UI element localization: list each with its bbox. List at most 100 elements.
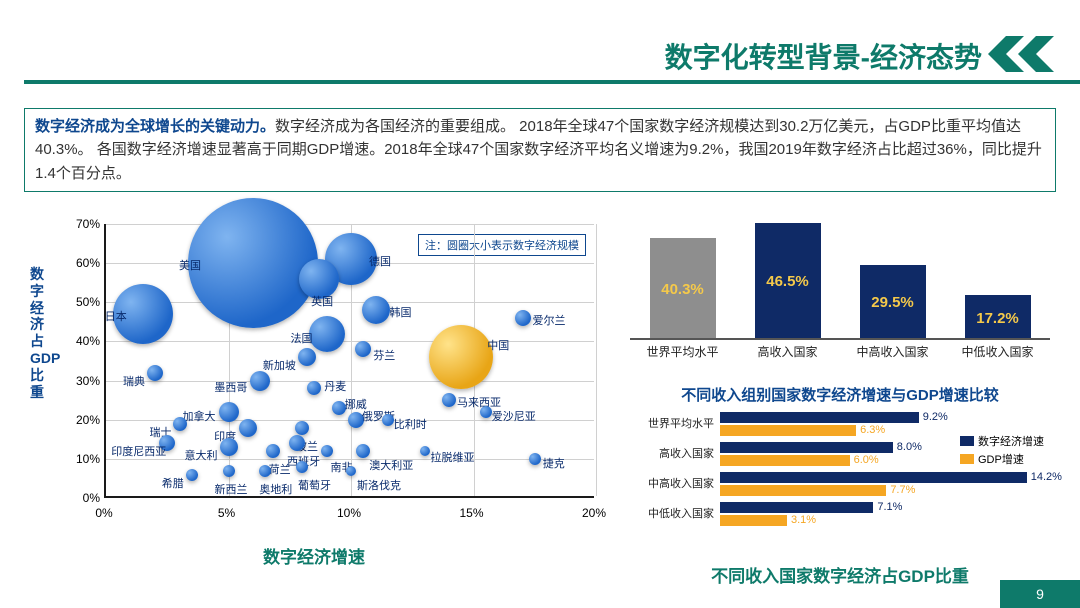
hbar-row: 高收入国家 8.0% 6.0% (630, 439, 1050, 469)
y-tick: 40% (64, 334, 100, 348)
hbar-row: 中低收入国家7.1%3.1% (630, 499, 1050, 529)
bubble-point (239, 419, 257, 437)
x-tick: 15% (459, 506, 483, 520)
bubble-point (332, 401, 346, 415)
bubble-point (188, 198, 318, 328)
bottom-section-title: 不同收入国家数字经济占GDP比重 (630, 562, 1050, 587)
y-tick: 10% (64, 452, 100, 466)
vbar-category-label: 中低收入国家 (961, 343, 1033, 360)
bubble-point (420, 446, 430, 456)
hbar-bar (720, 442, 893, 453)
title-underline (24, 80, 1080, 84)
bubble-label: 丹麦 (324, 378, 346, 394)
vbar-category-label: 世界平均水平 (646, 343, 718, 360)
hbar-category-label: 世界平均水平 (630, 415, 714, 431)
bubble-label: 中国 (487, 337, 509, 353)
slide: 数字化转型背景-经济态势 数字经济成为全球增长的关键动力。数字经济成为各国经济的… (0, 0, 1080, 608)
bubble-label: 爱沙尼亚 (492, 408, 536, 424)
bubble-label: 斯洛伐克 (357, 477, 401, 493)
hbar-value-label: 14.2% (1031, 471, 1062, 483)
vbar-value-label: 46.5% (766, 273, 809, 290)
hbar-bar (720, 485, 886, 496)
bubble-point (515, 310, 531, 326)
y-tick: 60% (64, 256, 100, 270)
description-box: 数字经济成为全球增长的关键动力。数字经济成为各国经济的重要组成。 2018年全球… (24, 108, 1056, 192)
vbar-area: 40.3% 46.5% 29.5% 17.2% (630, 216, 1050, 340)
hbar-value-label: 7.7% (890, 484, 915, 496)
bubble-label: 新西兰 (215, 481, 248, 497)
hbar-title: 不同收入组别国家数字经济增速与GDP增速比较 (630, 384, 1050, 405)
vbar-category-label: 中高收入国家 (856, 343, 928, 360)
hbar-value-label: 8.0% (897, 441, 922, 453)
bubble-label: 英国 (311, 293, 333, 309)
bubble-label: 韩国 (390, 304, 412, 320)
bubble-label: 日本 (105, 308, 127, 324)
vbar: 40.3% (650, 238, 716, 338)
vbar-chart: 40.3% 46.5% 29.5% 17.2% 世界平均水平 高收入国家 中高收入国家 中低… (630, 216, 1050, 362)
bubble-x-axis-label: 数字经济增速 (263, 543, 365, 568)
y-tick: 50% (64, 295, 100, 309)
bubble-label: 德国 (369, 253, 391, 269)
x-tick: 10% (337, 506, 361, 520)
bubble-label: 瑞典 (123, 373, 145, 389)
vbar: 17.2% (965, 295, 1031, 338)
hbar-category-label: 高收入国家 (630, 445, 714, 461)
bubble-label: 法国 (291, 330, 313, 346)
bubble-label: 奥地利 (259, 481, 292, 497)
bubble-point (220, 438, 238, 456)
bubble-label: 芬兰 (373, 347, 395, 363)
hbar-bar (720, 425, 856, 436)
x-tick: 5% (218, 506, 235, 520)
bubble-point (173, 417, 187, 431)
bubble-point (295, 421, 309, 435)
bubble-label: 捷克 (543, 455, 565, 471)
bubble-chart: 数字经济占GDP比重 注：圆圈大小表示数字经济规模 美国德国英国日本韩国爱尔兰法… (24, 216, 604, 546)
description-lead: 数字经济成为全球增长的关键动力。 (35, 118, 275, 135)
bubble-point (298, 348, 316, 366)
x-tick: 0% (95, 506, 112, 520)
bubble-point (186, 469, 198, 481)
hbar-category-label: 中高收入国家 (630, 475, 714, 491)
bubble-point (355, 341, 371, 357)
hbar-row: 中高收入国家14.2%7.7% (630, 469, 1050, 499)
bubble-label: 美国 (179, 257, 201, 273)
bubble-label: 印度尼西亚 (111, 443, 166, 459)
x-tick: 20% (582, 506, 606, 520)
bubble-point (296, 461, 308, 473)
bubble-point (382, 414, 394, 426)
bubble-point (321, 445, 333, 457)
bubble-point (147, 365, 163, 381)
bubble-label: 拉脱维亚 (431, 449, 475, 465)
bubble-label: 墨西哥 (214, 379, 247, 395)
hbar-bar (720, 455, 850, 466)
bubble-label: 荷兰 (269, 461, 291, 477)
y-tick: 20% (64, 413, 100, 427)
vbar-value-label: 17.2% (976, 310, 1019, 327)
hbar-row: 世界平均水平9.2%6.3% (630, 409, 1050, 439)
y-tick: 30% (64, 374, 100, 388)
page-number: 9 (1000, 580, 1080, 608)
bubble-point (223, 465, 235, 477)
hbar-bar (720, 502, 873, 513)
bubble-point (266, 444, 280, 458)
vbar: 46.5% (755, 223, 821, 338)
page-title: 数字化转型背景-经济态势 (665, 36, 982, 76)
bubble-point (219, 402, 239, 422)
vbar: 29.5% (860, 265, 926, 338)
hbar-area: 数字经济增速 GDP增速 世界平均水平9.2%6.3%高收入国家8.0%6.0%… (630, 409, 1050, 549)
hbar-value-label: 6.3% (860, 424, 885, 436)
hbar-value-label: 6.0% (854, 454, 879, 466)
bubble-label: 加拿大 (183, 408, 216, 424)
y-tick: 0% (64, 491, 100, 505)
bubble-label: 葡萄牙 (298, 477, 331, 493)
bubble-label: 意大利 (185, 447, 218, 463)
bubble-point (480, 406, 492, 418)
vbar-category-label: 高收入国家 (757, 343, 817, 360)
bubble-label: 比利时 (394, 416, 427, 432)
hbar-category-label: 中低收入国家 (630, 505, 714, 521)
chevron-icon (988, 36, 1058, 72)
vbar-value-label: 40.3% (661, 281, 704, 298)
bubble-point (289, 435, 305, 451)
bubble-label: 澳大利亚 (369, 457, 413, 473)
bubble-point (442, 393, 456, 407)
